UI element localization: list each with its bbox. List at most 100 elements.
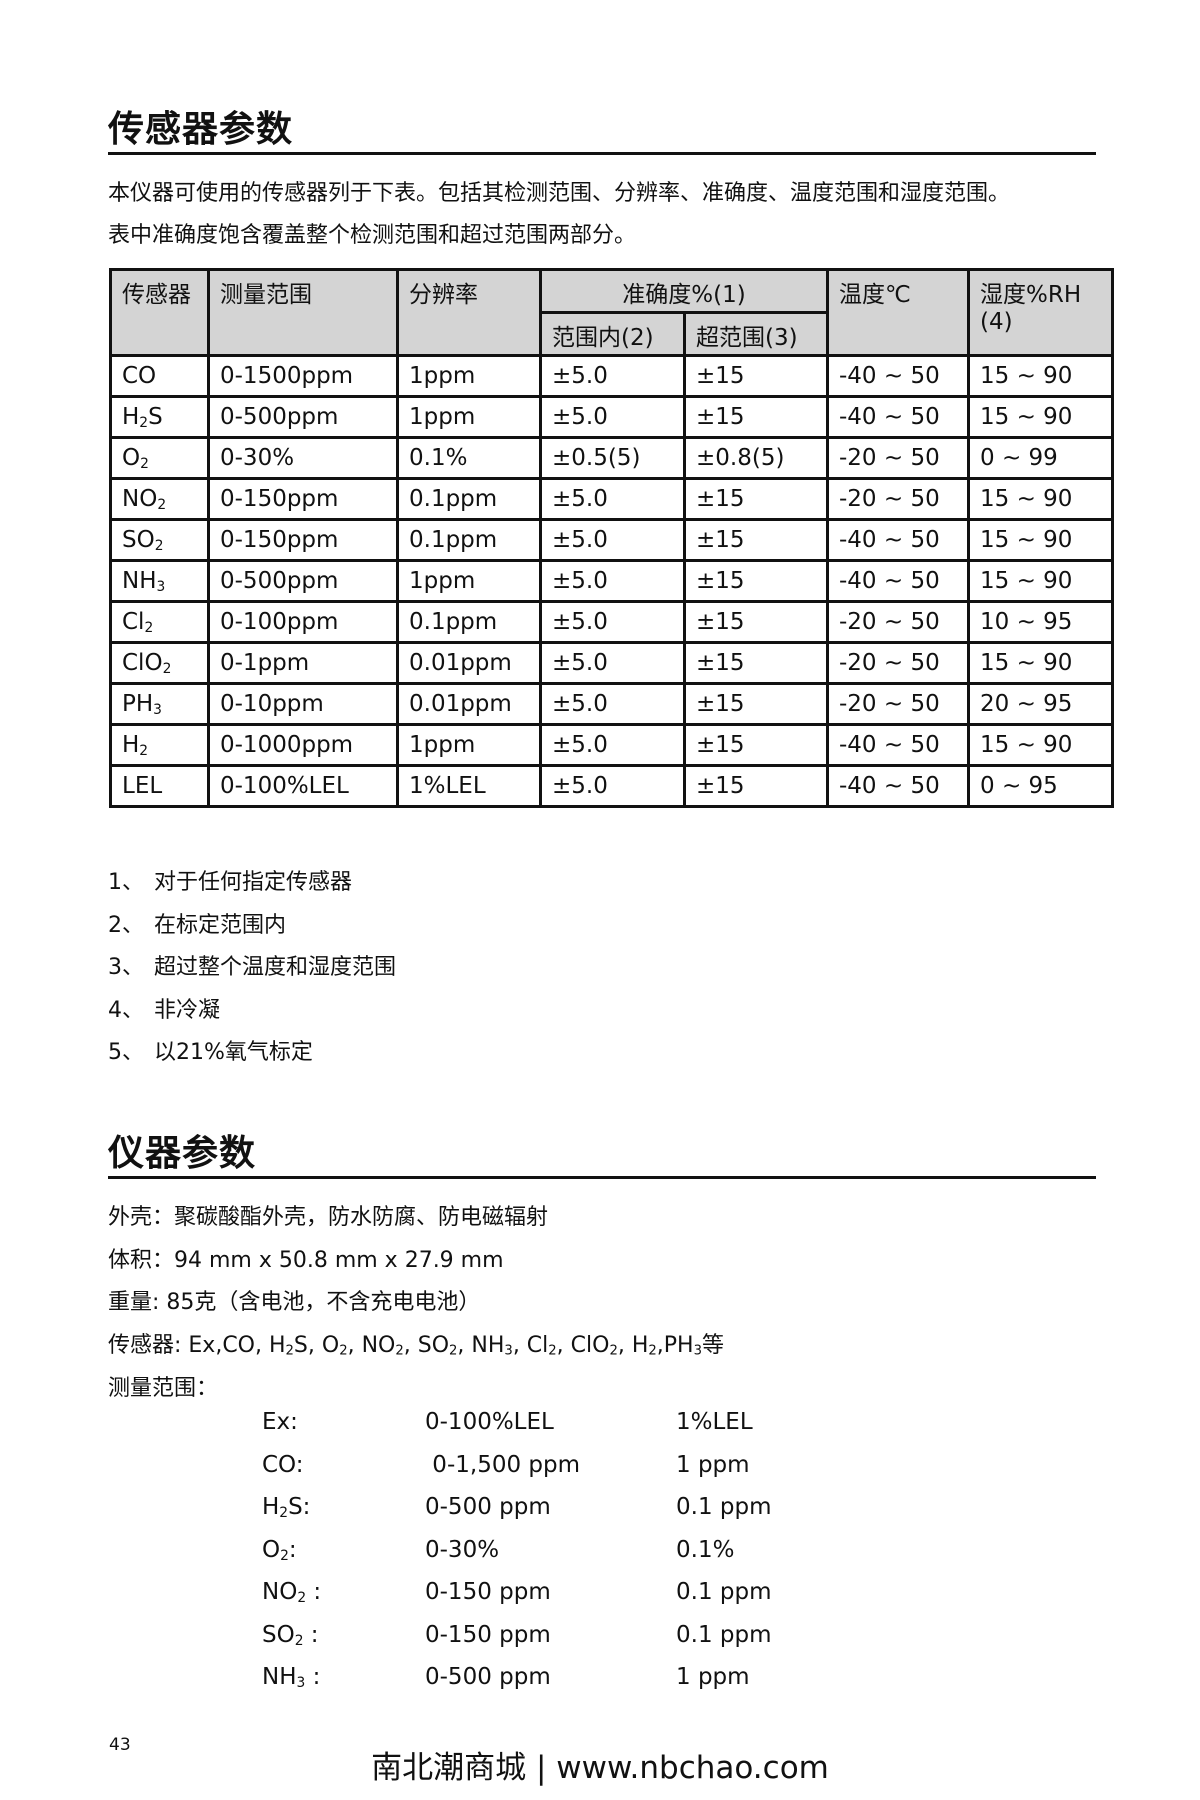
cell-in: ±5.0 — [539, 723, 686, 767]
cell-sensor: O2 — [109, 436, 210, 480]
cell-resolution: 1ppm — [396, 723, 542, 767]
table-row: O2 0-30% 0.1% ±0.5(5) ±0.8(5) -20 ~ 50 0 ~ 99 — [109, 436, 1114, 480]
table-row: LEL 0-100%LEL 1%LEL ±5.0 ±15 -40 ~ 50 0 ~ 95 — [109, 764, 1114, 808]
cell-hum: 15 ~ 90 — [967, 559, 1114, 603]
cell-sensor: H2 — [109, 723, 210, 767]
intro-line-1: 本仪器可使用的传感器列于下表。包括其检测范围、分辨率、准确度、温度范围和湿度范围… — [108, 181, 1011, 206]
header-humidity: 湿度%RH (4) — [967, 268, 1114, 357]
cell-range: 0-1000ppm — [207, 723, 399, 767]
footnote-text: 以21%氧气标定 — [154, 1040, 313, 1065]
footnote-number: 2、 — [108, 912, 144, 938]
header-humidity-note: (4) — [980, 309, 1013, 335]
range-gas: NH3 : — [262, 1664, 321, 1691]
range-gas: NO2 : — [262, 1579, 322, 1606]
cell-resolution: 0.1% — [396, 436, 542, 480]
cell-sensor: NO2 — [109, 477, 210, 521]
watermark: 南北潮商城 | www.nbchao.com — [371, 1750, 829, 1786]
cell-over: ±15 — [683, 682, 829, 726]
cell-hum: 10 ~ 95 — [967, 600, 1114, 644]
footnote: 5、 以21%氧气标定 — [108, 1034, 313, 1066]
cell-hum: 15 ~ 90 — [967, 354, 1114, 398]
cell-over: ±15 — [683, 764, 829, 808]
cell-hum: 15 ~ 90 — [967, 477, 1114, 521]
header-accuracy: 准确度%(1) — [539, 268, 829, 314]
header-over-range: 超范围(3) — [683, 311, 829, 357]
table-row: SO2 0-150ppm 0.1ppm ±5.0 ±15 -40 ~ 50 15 ~ 90 — [109, 518, 1114, 562]
cell-temp: -40 ~ 50 — [826, 395, 970, 439]
cell-sensor: CO — [109, 354, 210, 398]
footnote: 3、 超过整个温度和湿度范围 — [108, 949, 396, 981]
cell-sensor: ClO2 — [109, 641, 210, 685]
range-range: 0-30% — [425, 1536, 500, 1563]
range-label: 测量范围： — [108, 1376, 219, 1401]
sensor-table: 传感器 测量范围 分辨率 准确度%(1) 温度℃ 湿度%RH (4) 范围内(2)… — [109, 268, 1114, 808]
cell-over: ±0.8(5) — [683, 436, 829, 480]
cell-hum: 0 ~ 95 — [967, 764, 1114, 808]
cell-over: ±15 — [683, 477, 829, 521]
range-gas: H2S: — [262, 1494, 311, 1521]
intro-line-2: 表中准确度饱含覆盖整个检测范围和超过范围两部分。 — [108, 223, 637, 248]
header-resolution: 分辨率 — [396, 268, 542, 357]
range-range: 0-1,500 ppm — [425, 1451, 581, 1478]
range-resolution: 1%LEL — [676, 1409, 753, 1435]
footnote: 1、 对于任何指定传感器 — [108, 864, 352, 896]
cell-sensor: SO2 — [109, 518, 210, 562]
range-gas: CO: — [262, 1451, 304, 1478]
cell-sensor: Cl2 — [109, 600, 210, 644]
footnote: 4、 非冷凝 — [108, 992, 220, 1024]
range-range: 0-150 ppm — [425, 1579, 551, 1605]
cell-temp: -40 ~ 50 — [826, 764, 970, 808]
cell-range: 0-1500ppm — [207, 354, 399, 398]
sensors-line: 传感器: Ex,CO, H2S, O2, NO2, SO2, NH3, Cl2,… — [108, 1333, 724, 1359]
cell-in: ±5.0 — [539, 477, 686, 521]
cell-hum: 15 ~ 90 — [967, 641, 1114, 685]
cell-resolution: 0.1ppm — [396, 600, 542, 644]
cell-resolution: 1ppm — [396, 559, 542, 603]
cell-temp: -20 ~ 50 — [826, 477, 970, 521]
cell-resolution: 0.01ppm — [396, 641, 542, 685]
cell-sensor: H2S — [109, 395, 210, 439]
cell-hum: 20 ~ 95 — [967, 682, 1114, 726]
range-gas: SO2 : — [262, 1621, 319, 1649]
range-resolution: 0.1 ppm — [676, 1621, 772, 1648]
table-row: H2 0-1000ppm 1ppm ±5.0 ±15 -40 ~ 50 15 ~ 90 — [109, 723, 1114, 767]
housing-line: 外壳：聚碳酸酯外壳，防水防腐、防电磁辐射 — [108, 1205, 549, 1230]
range-resolution: 0.1% — [676, 1536, 735, 1563]
cell-resolution: 1%LEL — [396, 764, 542, 808]
cell-hum: 0 ~ 99 — [967, 436, 1114, 480]
header-humidity-label: 湿度%RH — [980, 282, 1082, 308]
cell-range: 0-100%LEL — [207, 764, 399, 808]
cell-resolution: 1ppm — [396, 395, 542, 439]
cell-over: ±15 — [683, 641, 829, 685]
cell-hum: 15 ~ 90 — [967, 518, 1114, 562]
range-resolution: 0.1 ppm — [676, 1494, 772, 1520]
cell-in: ±5.0 — [539, 518, 686, 562]
range-resolution: 1 ppm — [676, 1451, 750, 1478]
cell-in: ±5.0 — [539, 395, 686, 439]
footnote-text: 在标定范围内 — [154, 912, 287, 938]
table-row: Cl2 0-100ppm 0.1ppm ±5.0 ±15 -20 ~ 50 10 ~ 95 — [109, 600, 1114, 644]
footnote-text: 非冷凝 — [154, 997, 221, 1023]
cell-over: ±15 — [683, 723, 829, 767]
cell-resolution: 0.01ppm — [396, 682, 542, 726]
cell-in: ±5.0 — [539, 559, 686, 603]
cell-temp: -20 ~ 50 — [826, 641, 970, 685]
title-divider — [108, 152, 1096, 155]
table-row: NH3 0-500ppm 1ppm ±5.0 ±15 -40 ~ 50 15 ~ 90 — [109, 559, 1114, 603]
cell-sensor: LEL — [109, 764, 210, 808]
cell-temp: -40 ~ 50 — [826, 559, 970, 603]
footnote-number: 5、 — [108, 1040, 144, 1065]
header-range: 测量范围 — [207, 268, 399, 357]
cell-sensor: NH3 — [109, 559, 210, 603]
cell-sensor: PH3 — [109, 682, 210, 726]
cell-resolution: 0.1ppm — [396, 518, 542, 562]
title-divider-2 — [108, 1176, 1096, 1179]
volume-line: 体积：94 mm x 50.8 mm x 27.9 mm — [108, 1248, 504, 1273]
footnote-text: 超过整个温度和湿度范围 — [154, 955, 397, 980]
weight-line: 重量: 85克（含电池，不含充电电池） — [108, 1290, 481, 1315]
range-range: 0-500 ppm — [425, 1494, 551, 1520]
cell-resolution: 1ppm — [396, 354, 542, 398]
cell-resolution: 0.1ppm — [396, 477, 542, 521]
cell-temp: -20 ~ 50 — [826, 436, 970, 480]
range-range: 0-150 ppm — [425, 1621, 551, 1648]
